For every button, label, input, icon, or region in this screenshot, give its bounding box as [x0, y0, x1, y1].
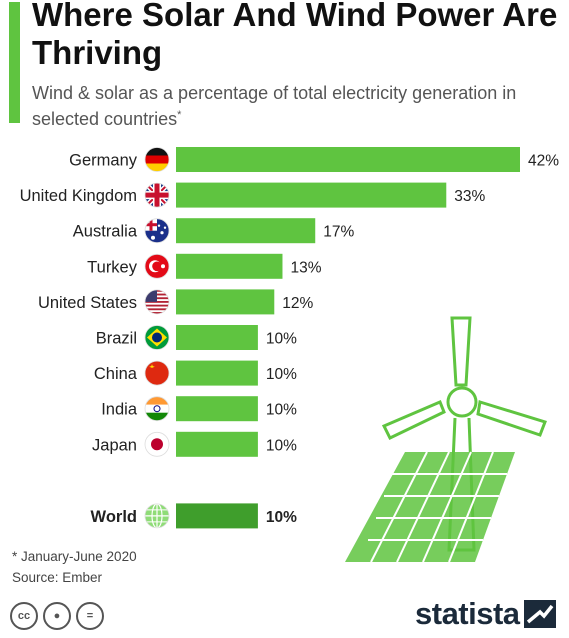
- solar-panel-icon: [345, 451, 515, 563]
- value-label: 10%: [266, 331, 297, 348]
- attribution-icon[interactable]: ●: [43, 602, 71, 630]
- bar: [176, 253, 283, 279]
- cc-icon[interactable]: cc: [10, 602, 38, 630]
- value-label: 12%: [282, 295, 313, 312]
- globe-icon: [144, 503, 170, 529]
- value-label: 33%: [454, 188, 485, 205]
- bar: [176, 396, 258, 422]
- subtitle-text: Wind & solar as a percentage of total el…: [32, 83, 517, 129]
- bar: [176, 431, 258, 457]
- turkey-flag-icon: [144, 253, 170, 279]
- japan-flag-icon: [144, 431, 170, 457]
- china-flag-icon: [144, 360, 170, 386]
- australia-flag-icon: [144, 218, 170, 244]
- brand-name: statista: [415, 596, 520, 631]
- category-label: Brazil: [96, 330, 137, 348]
- bar: [176, 147, 520, 172]
- germany-flag-icon: [144, 147, 170, 172]
- india-flag-icon: [144, 396, 170, 422]
- wind-turbine-solar-illustration: [345, 316, 547, 563]
- value-label: 10%: [266, 402, 297, 419]
- bar: [176, 182, 447, 208]
- subtitle-footnote-mark: *: [177, 109, 182, 121]
- no-derivatives-icon[interactable]: =: [76, 602, 104, 630]
- statista-logo[interactable]: statista: [415, 596, 556, 632]
- bar-chart: Germany 42% United Kingdom 33% Australia 17% T…: [20, 147, 559, 529]
- accent-bar: [9, 2, 20, 123]
- value-label: 17%: [323, 224, 354, 241]
- value-label: 10%: [266, 366, 297, 383]
- license-icons: cc ● =: [10, 602, 104, 630]
- bar: [176, 218, 316, 244]
- source-note: Source: Ember: [12, 570, 103, 585]
- category-label: United Kingdom: [20, 187, 137, 205]
- statista-mark-icon: [523, 600, 556, 628]
- value-label: 13%: [290, 259, 321, 276]
- chart-subtitle: Wind & solar as a percentage of total el…: [32, 82, 562, 130]
- category-label: Turkey: [87, 258, 138, 276]
- usa-flag-icon: [144, 289, 170, 315]
- value-label: 10%: [266, 437, 297, 454]
- value-label: 42%: [528, 153, 559, 170]
- chart-title: Where Solar And Wind Power Are Thriving: [32, 0, 558, 71]
- category-label: United States: [38, 294, 137, 312]
- bar: [176, 289, 275, 315]
- bar: [176, 325, 258, 350]
- category-label: China: [94, 365, 138, 383]
- category-label: Germany: [69, 152, 138, 170]
- date-note: * January-June 2020: [12, 549, 137, 564]
- bar: [176, 360, 258, 386]
- brazil-flag-icon: [144, 325, 170, 350]
- category-label: Japan: [92, 436, 137, 454]
- category-label: Australia: [73, 223, 138, 241]
- uk-flag-icon: [144, 182, 170, 208]
- category-label: World: [91, 508, 137, 526]
- category-label: India: [101, 401, 138, 419]
- bar: [176, 503, 258, 529]
- footnotes: * January-June 2020 Source: Ember: [12, 546, 137, 588]
- value-label: 10%: [266, 509, 297, 526]
